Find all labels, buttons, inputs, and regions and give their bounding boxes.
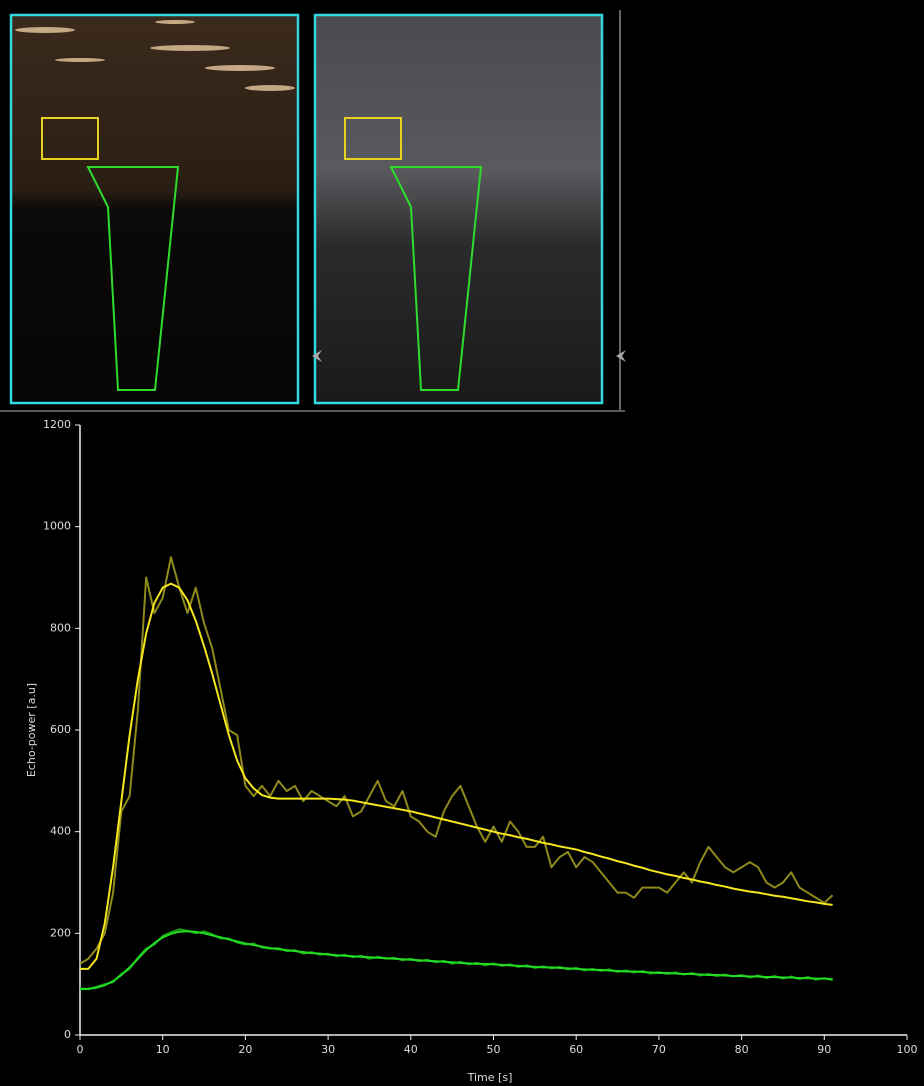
- series-line: [80, 929, 833, 989]
- x-axis-label: Time [s]: [467, 1071, 513, 1084]
- x-tick-label: 30: [321, 1043, 335, 1056]
- x-tick-label: 40: [404, 1043, 418, 1056]
- x-tick-label: 60: [569, 1043, 583, 1056]
- y-tick-label: 600: [50, 723, 71, 736]
- x-tick-label: 100: [897, 1043, 918, 1056]
- image-panels: [0, 10, 626, 411]
- y-tick-label: 400: [50, 825, 71, 838]
- series-line: [80, 584, 833, 969]
- y-tick-label: 1200: [43, 418, 71, 431]
- series-line: [80, 557, 833, 964]
- y-tick-label: 1000: [43, 520, 71, 533]
- chart: Time [s] Echo-power [a.u] 02004006008001…: [25, 418, 918, 1084]
- y-tick-label: 200: [50, 926, 71, 939]
- contrast-image: [11, 15, 298, 403]
- y-tick-label: 800: [50, 621, 71, 634]
- bmode-image: [315, 15, 602, 403]
- x-tick-label: 80: [735, 1043, 749, 1056]
- x-tick-label: 20: [238, 1043, 252, 1056]
- x-tick-label: 0: [77, 1043, 84, 1056]
- y-axis-label: Echo-power [a.u]: [25, 683, 38, 777]
- x-tick-label: 90: [817, 1043, 831, 1056]
- x-tick-label: 10: [156, 1043, 170, 1056]
- screen: Time [s] Echo-power [a.u] 02004006008001…: [0, 0, 924, 1086]
- y-tick-label: 0: [64, 1028, 71, 1041]
- x-tick-label: 50: [487, 1043, 501, 1056]
- page: Time [s] Echo-power [a.u] 02004006008001…: [0, 0, 924, 1086]
- series-line: [80, 931, 833, 989]
- depth-marker: [616, 350, 626, 362]
- x-tick-label: 70: [652, 1043, 666, 1056]
